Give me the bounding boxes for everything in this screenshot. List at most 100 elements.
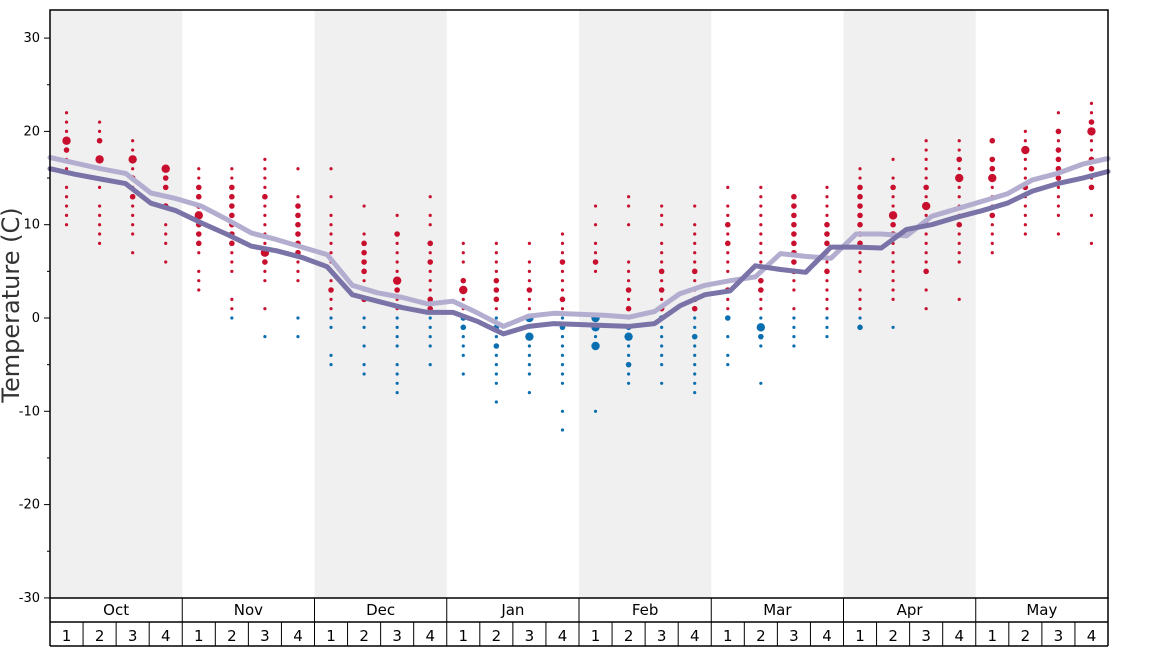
temperature-point [1056, 195, 1061, 199]
temperature-point [560, 372, 565, 376]
month-label: Nov [234, 601, 263, 619]
temperature-point [724, 221, 731, 228]
temperature-point [660, 297, 664, 301]
temperature-point [791, 221, 797, 228]
temperature-point [230, 167, 234, 171]
temperature-point [693, 344, 697, 348]
temperature-point [263, 241, 267, 245]
lower-line [47, 166, 1111, 337]
temperature-point [857, 203, 863, 209]
temperature-point [461, 353, 465, 357]
temperature-point [560, 363, 565, 367]
temperature-point [989, 212, 996, 219]
temperature-point [1023, 157, 1027, 161]
temperature-point [791, 212, 797, 219]
temperature-point [527, 363, 532, 367]
temperature-point [758, 277, 764, 284]
temperature-point [791, 240, 797, 247]
week-label: 2 [888, 627, 898, 645]
temperature-point [64, 195, 69, 199]
temperature-point [428, 279, 432, 283]
temperature-point [759, 195, 763, 199]
temperature-point [759, 223, 763, 227]
temperature-point [693, 391, 697, 395]
temperature-point [891, 288, 895, 292]
temperature-point [229, 184, 235, 191]
temperature-point [329, 297, 333, 301]
temperature-point [395, 251, 399, 255]
temperature-point [97, 129, 102, 133]
temperature-point [1056, 232, 1061, 236]
temperature-point [891, 269, 895, 273]
temperature-point [660, 260, 664, 264]
temperature-point [64, 129, 69, 133]
temperature-point [197, 279, 201, 283]
temperature-point [97, 232, 102, 236]
temperature-point [329, 325, 333, 329]
temperature-point [825, 279, 829, 283]
temperature-point [990, 185, 994, 189]
temperature-point [329, 241, 333, 245]
temperature-point [957, 251, 961, 255]
temperature-point [461, 335, 465, 339]
month-shade-oct [50, 10, 183, 598]
temperature-point [989, 165, 996, 172]
temperature-point [1023, 129, 1027, 133]
temperature-point [759, 307, 763, 311]
temperature-point [131, 167, 135, 171]
temperature-point [758, 287, 764, 293]
temperature-point [891, 157, 895, 161]
temperature-point [263, 185, 267, 189]
temperature-point [1021, 145, 1030, 155]
temperature-point [990, 223, 994, 227]
temperature-point [792, 288, 796, 292]
temperature-point [924, 307, 928, 311]
temperature-point [857, 324, 863, 331]
temperature-point [329, 223, 333, 227]
temperature-point [427, 259, 434, 265]
temperature-point [759, 232, 763, 236]
temperature-point [1055, 175, 1062, 181]
week-label: 1 [723, 627, 733, 645]
temperature-point [924, 176, 928, 180]
temperature-point [64, 167, 69, 171]
month-label: May [1026, 601, 1057, 619]
temperature-point [427, 296, 434, 303]
temperature-point [825, 204, 829, 208]
temperature-point [1056, 204, 1061, 208]
temperature-point [493, 287, 500, 293]
temperature-point [593, 409, 598, 413]
month-label: Mar [763, 601, 792, 619]
temperature-point [825, 260, 829, 264]
temperature-point [924, 157, 928, 161]
week-label: 4 [293, 627, 303, 645]
temperature-point [296, 269, 300, 273]
temperature-point [461, 260, 465, 264]
temperature-point [792, 335, 796, 339]
temperature-point [560, 241, 565, 245]
temperature-point [197, 251, 201, 255]
temperature-point [494, 260, 498, 264]
week-label: 1 [988, 627, 998, 645]
temperature-point [824, 231, 830, 237]
temperature-point [395, 344, 399, 348]
temperature-point [428, 251, 432, 255]
temperature-point [494, 316, 498, 320]
temperature-point [626, 344, 631, 348]
temperature-point [263, 157, 267, 161]
temperature-point [197, 288, 201, 292]
temperature-point [263, 167, 267, 171]
temperature-point [726, 185, 730, 189]
temperature-point [164, 223, 168, 227]
temperature-point [726, 251, 730, 255]
y-tick-label: 20 [23, 124, 40, 139]
temperature-point [891, 176, 895, 180]
temperature-point [791, 203, 797, 209]
temperature-point [197, 167, 201, 171]
temperature-point [560, 279, 565, 283]
temperature-point [95, 155, 104, 164]
temperature-point [1023, 232, 1027, 236]
temperature-point [493, 277, 500, 284]
temperature-point [957, 167, 961, 171]
temperature-point [131, 148, 135, 152]
